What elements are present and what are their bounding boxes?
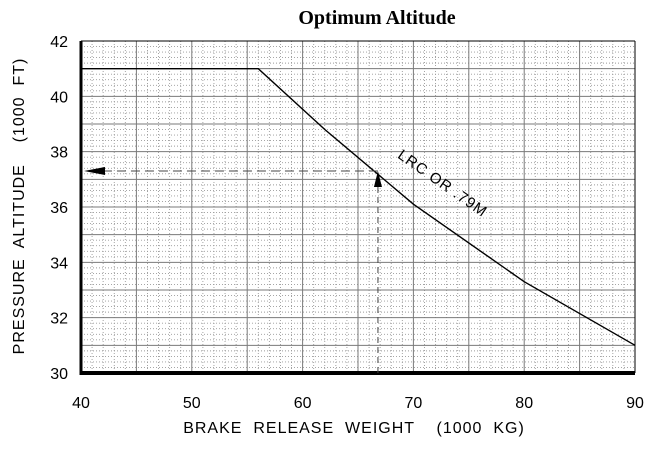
grid [81, 41, 635, 373]
y-tick-label: 38 [50, 145, 68, 162]
series-line [81, 67, 636, 346]
example-up-arrow [373, 171, 382, 188]
example-left-arrow [84, 167, 105, 176]
x-tick-label: 80 [515, 395, 533, 412]
y-axis-label: PRESSURE ALTITUDE (1000 FT) [11, 58, 28, 355]
series [81, 67, 636, 346]
y-tick-label: 30 [50, 366, 68, 383]
y-tick-label: 40 [50, 89, 68, 106]
x-tick-label: 70 [405, 395, 423, 412]
y-tick-label: 42 [50, 34, 68, 51]
x-tick-label: 50 [183, 395, 201, 412]
x-tick-label: 40 [72, 395, 90, 412]
y-tick-label: 32 [50, 311, 68, 328]
x-axis-label: BRAKE RELEASE WEIGHT (1000 KG) [183, 420, 525, 437]
y-tick-label: 34 [50, 255, 68, 272]
x-tick-label: 90 [626, 395, 644, 412]
chart-title: Optimum Altitude [298, 7, 455, 29]
axes [79, 40, 636, 375]
tick-labels: 40 50 60 70 80 90 30 32 34 36 38 40 42 [50, 34, 644, 412]
annotations: LRC OR .79M [84, 147, 490, 373]
y-tick-label: 36 [50, 200, 68, 217]
series-label: LRC OR .79M [394, 147, 490, 221]
x-tick-label: 60 [294, 395, 312, 412]
